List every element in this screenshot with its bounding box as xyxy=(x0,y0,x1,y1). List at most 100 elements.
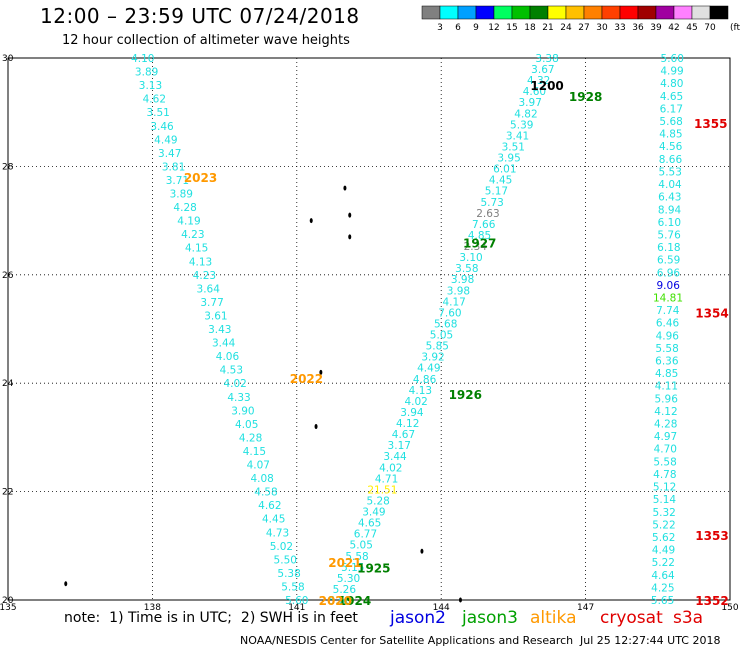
wave-height-value: 6.43 xyxy=(658,192,681,204)
colorbar-tick: 42 xyxy=(668,23,679,33)
wave-height-value: 7.60 xyxy=(438,307,461,319)
wave-height-value: 5.30 xyxy=(337,573,360,585)
pass-time-label: 1352 xyxy=(695,594,728,608)
wave-height-value: 4.13 xyxy=(189,256,212,268)
wave-height-value: 5.60 xyxy=(328,595,351,607)
pass-time-label: 2023 xyxy=(184,171,217,185)
wave-height-value: 5.85 xyxy=(426,341,449,353)
wave-height-value: 5.60 xyxy=(285,595,308,607)
wave-height-value: 2.63 xyxy=(476,208,499,220)
wave-height-value: 14.81 xyxy=(653,292,683,304)
wave-height-value: 5.73 xyxy=(480,197,503,209)
lon-tick-label: 138 xyxy=(144,603,161,613)
wave-height-value: 3.61 xyxy=(204,310,227,322)
wave-height-value: 5.15 xyxy=(341,562,364,574)
wave-height-value: 3.41 xyxy=(506,130,529,142)
wave-height-value: 4.85 xyxy=(655,368,678,380)
legend-s3a: s3a xyxy=(673,608,704,628)
lon-tick-label: 150 xyxy=(721,603,738,613)
pass-time-label: 1928 xyxy=(569,90,602,104)
lat-tick-label: 22 xyxy=(2,488,13,498)
wave-height-value: 5.58 xyxy=(653,456,676,468)
colorbar-tick: 12 xyxy=(488,23,499,33)
legend-jason2: jason2 xyxy=(390,608,446,628)
legend-altika: altika xyxy=(530,608,577,628)
wave-height-value: 4.58 xyxy=(254,487,277,499)
wave-height-value: 4.10 xyxy=(131,53,154,65)
lon-tick-label: 135 xyxy=(0,603,17,613)
wave-height-value: 3.92 xyxy=(421,352,444,364)
wave-height-value: 4.06 xyxy=(216,351,240,363)
lon-tick-label: 144 xyxy=(433,603,450,613)
island-shape xyxy=(348,212,352,218)
footer-legend: note: 1) Time is in UTC; 2) SWH is in fe… xyxy=(0,608,740,632)
wave-height-value: 8.94 xyxy=(658,204,682,216)
wave-height-value: 5.50 xyxy=(274,554,297,566)
wave-height-value: 5.58 xyxy=(281,581,304,593)
wave-height-value: 6.59 xyxy=(657,255,680,267)
wave-height-value: 5.26 xyxy=(333,584,357,596)
wave-height-value: 3.46 xyxy=(150,121,174,133)
wave-height-value: 3.98 xyxy=(451,274,474,286)
wave-height-value: 4.62 xyxy=(143,94,166,106)
wave-height-value: 4.96 xyxy=(656,330,680,342)
wave-height-value: 5.96 xyxy=(655,393,679,405)
wave-height-value: 4.19 xyxy=(177,216,200,228)
island-shape xyxy=(309,218,313,224)
colorbar-tick: 36 xyxy=(632,23,644,33)
wave-height-value: 5.76 xyxy=(657,229,681,241)
wave-height-value: 4.64 xyxy=(651,570,675,582)
island-shape xyxy=(319,369,323,375)
generation-timestamp: Jul 25 12:27:44 UTC 2018 xyxy=(580,634,721,647)
wave-height-value: 4.86 xyxy=(413,374,437,386)
wave-height-value: 4.23 xyxy=(193,270,216,282)
wave-height-value: 5.05 xyxy=(430,330,453,342)
wave-height-value: 5.14 xyxy=(653,494,677,506)
colorbar-tick: 18 xyxy=(524,23,536,33)
wave-height-value: 4.85 xyxy=(468,230,491,242)
lat-tick-label: 28 xyxy=(2,162,14,172)
wave-height-value: 4.08 xyxy=(250,473,273,485)
wave-height-value: 6.18 xyxy=(657,242,680,254)
wave-height-value: 4.25 xyxy=(651,582,674,594)
legend-jason3: jason3 xyxy=(462,608,518,628)
colorbar-tick: 39 xyxy=(650,23,662,33)
wave-height-value: 6.36 xyxy=(655,356,679,368)
wave-height-value: 5.12 xyxy=(653,482,676,494)
wave-height-value: 3.17 xyxy=(388,440,411,452)
legend-cryosat: cryosat xyxy=(600,608,663,628)
lat-tick-label: 30 xyxy=(2,54,14,64)
pass-time-label: 1200 xyxy=(530,79,563,93)
wave-height-value: 4.17 xyxy=(442,296,465,308)
wave-height-value: 4.56 xyxy=(659,141,683,153)
wave-height-value: 3.44 xyxy=(383,451,407,463)
wave-height-value: 4.49 xyxy=(154,134,177,146)
wave-height-value: 5.58 xyxy=(345,551,368,563)
wave-height-value: 4.05 xyxy=(235,419,258,431)
wave-height-value: 3.97 xyxy=(519,97,542,109)
pass-time-label: 1925 xyxy=(357,561,390,575)
wave-height-value: 5.58 xyxy=(655,343,678,355)
lat-tick-label: 24 xyxy=(2,379,14,389)
wave-height-value: 4.85 xyxy=(659,129,682,141)
colorbar-tick: 33 xyxy=(614,23,625,33)
wave-height-value: 5.60 xyxy=(661,53,684,65)
wave-height-value: 5.68 xyxy=(434,318,457,330)
map-frame xyxy=(7,57,731,601)
wave-height-value: 3.44 xyxy=(212,338,236,350)
colorbar-tick: 15 xyxy=(506,23,517,33)
wave-height-value: 4.65 xyxy=(358,518,381,530)
wave-height-value: 3.77 xyxy=(200,297,223,309)
wave-height-value: 7.66 xyxy=(472,219,496,231)
wave-height-value: 4.70 xyxy=(654,444,677,456)
lon-tick-label: 141 xyxy=(288,603,305,613)
pass-time-label: 1353 xyxy=(695,529,728,543)
wave-height-value: 9.06 xyxy=(657,280,681,292)
pass-time-label: 2020 xyxy=(319,594,352,608)
wave-height-value: 4.45 xyxy=(262,514,285,526)
wave-height-value: 6.10 xyxy=(658,217,681,229)
island-shape xyxy=(348,234,352,240)
pass-time-label: 1355 xyxy=(694,117,727,131)
lat-tick-label: 20 xyxy=(2,596,14,606)
